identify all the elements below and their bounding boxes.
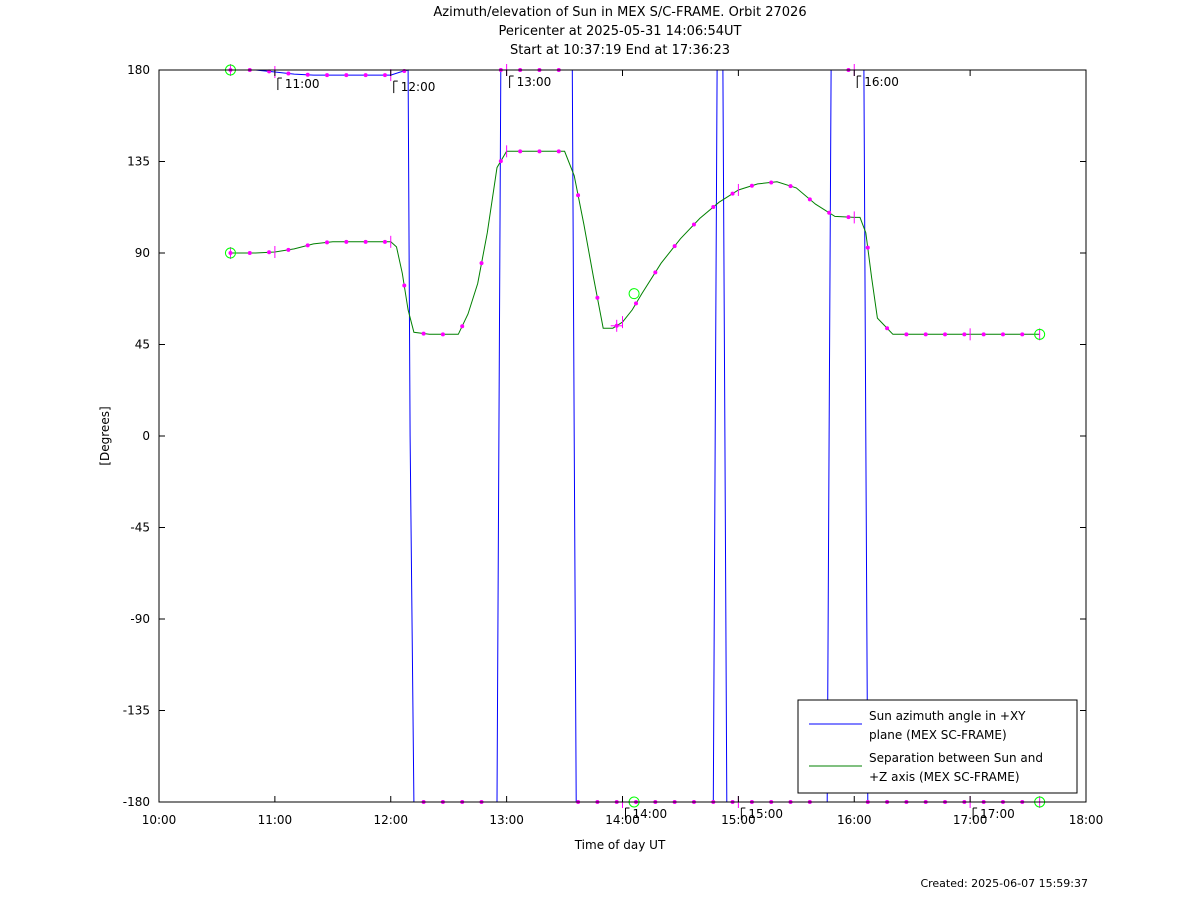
legend-label: Separation between Sun and	[869, 751, 1043, 765]
legend: Sun azimuth angle in +XY plane (MEX SC-FR…	[797, 699, 1078, 794]
y-tick-label: 180	[127, 63, 150, 77]
separation-marker	[247, 251, 252, 255]
separation-marker	[460, 324, 465, 329]
axis-labels: 10:00 11:00 12:00 13:00 14:00 15:00 16:00 17:00…	[123, 63, 1104, 827]
created-timestamp: Created: 2025-06-07 15:59:37	[920, 877, 1088, 890]
x-tick-label: 11:00	[258, 813, 293, 827]
separation-marker	[325, 240, 330, 245]
plot-frame	[158, 69, 1087, 803]
separation-marker	[691, 222, 696, 227]
x-tick-label: 15:00	[721, 813, 756, 827]
azimuth-series-line	[230, 69, 1040, 803]
y-tick-label: 45	[135, 338, 150, 352]
hour-label: 12:00	[401, 80, 436, 94]
separation-marker	[943, 332, 948, 337]
legend-label: plane (MEX SC-FRAME)	[869, 728, 1007, 742]
separation-marker	[440, 332, 445, 337]
hour-label: 17:00	[980, 807, 1015, 821]
separation-marker	[807, 197, 812, 202]
separation-endpoint	[224, 247, 236, 259]
x-tick-label: 13:00	[489, 813, 524, 827]
separation-marker	[382, 239, 387, 244]
separation-marker	[537, 149, 542, 154]
y-tick-label: -135	[123, 704, 150, 718]
plot-lines	[230, 69, 1040, 803]
y-tick-label: 135	[127, 155, 150, 169]
separation-marker	[479, 261, 484, 266]
separation-marker	[981, 332, 986, 337]
chart-title-line-3: Start at 10:37:19 End at 17:36:23	[509, 43, 731, 58]
separation-marker	[1020, 332, 1025, 337]
y-tick-label: -90	[130, 612, 150, 626]
separation-marker	[749, 183, 754, 188]
separation-marker	[788, 184, 793, 189]
separation-marker	[1000, 332, 1005, 337]
separation-marker	[923, 332, 928, 337]
x-tick-label: 16:00	[837, 813, 872, 827]
x-tick-label: 14:00	[605, 813, 640, 827]
legend-box	[797, 699, 1078, 794]
separation-marker	[904, 332, 909, 337]
legend-label: +Z axis (MEX SC-FRAME)	[869, 770, 1020, 784]
hour-labels: 11:00 12:00 13:00 14:00 15:00 16:00 17:00	[277, 75, 1015, 821]
y-tick-label: -180	[123, 795, 150, 809]
azimuth-marker	[305, 72, 310, 77]
hour-label: 15:00	[748, 807, 783, 821]
separation-marker	[827, 210, 832, 215]
separation-marker	[498, 159, 503, 164]
separation-marker	[865, 245, 870, 250]
separation-marker	[769, 180, 774, 185]
separation-marker	[267, 250, 272, 255]
azimuth-marker	[286, 71, 291, 76]
separation-marker	[730, 191, 735, 196]
hour-label: 14:00	[633, 807, 668, 821]
separation-marker	[576, 193, 581, 198]
azimuth-marker	[382, 73, 387, 78]
separation-marker	[653, 270, 658, 275]
separation-marker	[711, 205, 716, 210]
x-axis-label: Time of day UT	[574, 838, 666, 852]
separation-marker	[402, 283, 407, 288]
separation-marker	[556, 149, 561, 154]
separation-endpoint	[1034, 328, 1046, 340]
separation-marker	[518, 149, 523, 154]
y-tick-label: 0	[142, 429, 150, 443]
y-tick-label: -45	[130, 521, 150, 535]
separation-marker	[363, 239, 368, 244]
chart-title-line-1: Azimuth/elevation of Sun in MEX S/C-FRAM…	[433, 5, 807, 20]
azimuth-marker	[325, 73, 330, 78]
separation-marker	[595, 295, 600, 300]
separation-marker	[962, 332, 967, 337]
separation-marker	[885, 326, 890, 331]
x-tick-label: 12:00	[373, 813, 408, 827]
separation-marker	[421, 331, 426, 336]
separation-marker	[344, 239, 349, 244]
y-tick-label: 90	[135, 246, 150, 260]
azimuth-marker	[344, 73, 349, 78]
chart-title-line-2: Pericenter at 2025-05-31 14:06:54UT	[498, 24, 742, 39]
x-tick-label: 17:00	[953, 813, 988, 827]
x-tick-label: 10:00	[142, 813, 177, 827]
hour-label: 13:00	[517, 75, 552, 89]
hour-label: 16:00	[864, 75, 899, 89]
hour-label: 11:00	[285, 77, 320, 91]
azimuth-marker	[363, 73, 368, 78]
separation-marker	[672, 244, 677, 249]
x-tick-label: 18:00	[1069, 813, 1104, 827]
legend-label: Sun azimuth angle in +XY	[869, 709, 1026, 723]
axis-ticks	[158, 69, 1087, 803]
plot-markers	[224, 64, 1046, 808]
separation-marker	[305, 243, 310, 248]
separation-series-line	[230, 150, 1040, 335]
periapsis-separation-marker	[628, 288, 640, 300]
separation-marker	[286, 247, 291, 252]
y-axis-label: [Degrees]	[98, 406, 112, 465]
separation-marker	[846, 215, 851, 220]
separation-marker	[634, 301, 639, 306]
